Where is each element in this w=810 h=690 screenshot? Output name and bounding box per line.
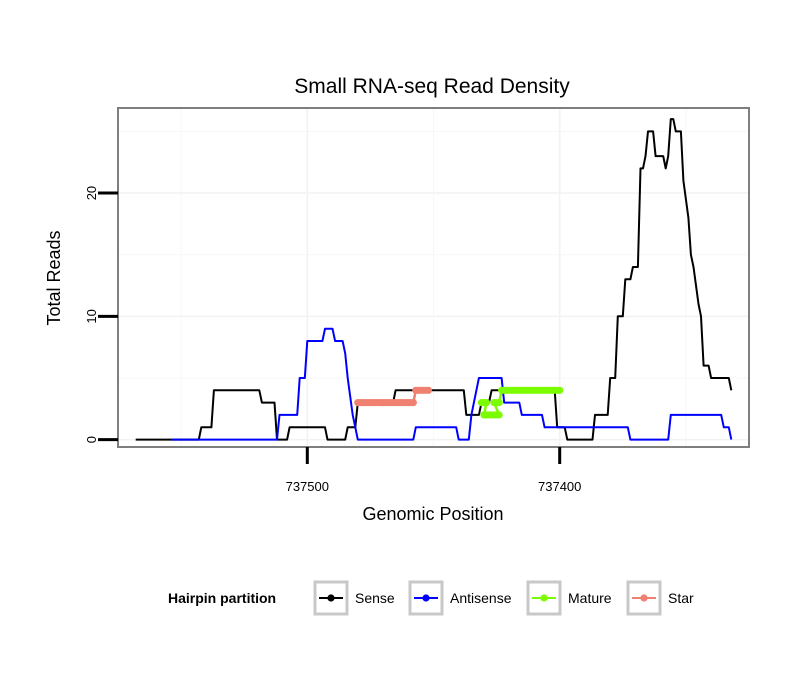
x-tick-label: 737400 [538, 479, 581, 494]
series-line-sense [135, 118, 733, 441]
legend: Hairpin partition Sense Antisense Mature St… [168, 580, 694, 616]
y-tick-label: 20 [84, 186, 99, 200]
x-axis-label: Genomic Position [362, 504, 503, 524]
legend-item-sense: Sense [313, 580, 395, 616]
series-mature [477, 386, 564, 419]
legend-title: Hairpin partition [168, 590, 276, 606]
data-point-star [409, 399, 417, 407]
data-point-mature [556, 386, 564, 394]
legend-key-point [422, 594, 430, 602]
plot-border [117, 107, 750, 448]
legend-item-antisense: Antisense [408, 580, 512, 616]
y-tick-label: 10 [84, 309, 99, 323]
chart-title: Small RNA-seq Read Density [294, 75, 570, 98]
y-tick-label: 0 [84, 436, 99, 443]
data-point-mature [482, 399, 491, 407]
legend-key-point [640, 594, 648, 602]
series-star [354, 386, 433, 407]
y-axis-label: Total Reads [44, 230, 64, 325]
legend-label-star: Star [668, 590, 694, 606]
x-tick-label: 737500 [286, 479, 329, 494]
series-antisense [171, 327, 733, 441]
data-point-star [424, 386, 433, 394]
legend-item-mature: Mature [526, 580, 612, 616]
legend-label-mature: Mature [568, 590, 612, 606]
x-axis-ticks: 737500 737400 [286, 447, 581, 494]
series-sense [135, 118, 733, 441]
legend-item-star: Star [626, 580, 694, 616]
series-line-antisense [171, 327, 733, 441]
legend-label-sense: Sense [355, 590, 395, 606]
legend-key-point [327, 594, 335, 602]
series-layer [135, 118, 733, 441]
data-point-mature [495, 399, 503, 407]
plot-panel [117, 107, 750, 448]
legend-label-antisense: Antisense [450, 590, 512, 606]
y-axis-ticks: 0 10 20 [84, 186, 118, 443]
legend-key-point [540, 594, 548, 602]
data-point-mature [495, 411, 503, 419]
